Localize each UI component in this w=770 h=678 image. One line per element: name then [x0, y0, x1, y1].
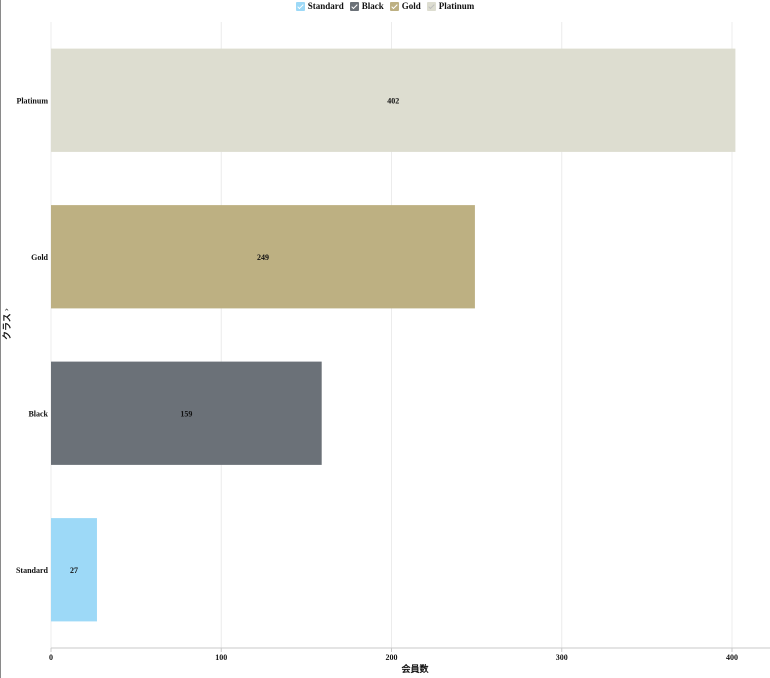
legend-label-standard: Standard	[307, 1, 344, 11]
bar-standard[interactable]	[51, 518, 97, 622]
x-tick-label: 100	[215, 653, 227, 662]
x-axis-title: 会員数	[401, 665, 429, 675]
x-tick-label: 300	[556, 653, 568, 662]
x-tick-label: 400	[726, 653, 738, 662]
x-tick-label: 200	[386, 653, 398, 662]
legend-item-gold[interactable]: Gold	[389, 1, 421, 11]
chart-frame-left-border	[0, 0, 1, 678]
legend-swatch-standard-checkbox-icon[interactable]	[295, 1, 305, 11]
legend-label-black: Black	[361, 1, 384, 11]
data-label: 249	[257, 253, 269, 262]
legend-item-standard[interactable]: Standard	[295, 1, 344, 11]
legend-label-gold: Gold	[401, 1, 421, 11]
legend-swatch-platinum-checkbox-icon[interactable]	[426, 1, 436, 11]
bar-platinum[interactable]	[51, 48, 736, 152]
y-tick-label: Standard	[16, 566, 49, 575]
y-tick-label: Platinum	[16, 96, 48, 105]
x-tick-label: 0	[49, 653, 53, 662]
bar-gold[interactable]	[51, 205, 475, 309]
legend: Standard Black Gold Platinum	[0, 0, 770, 12]
bar-black[interactable]	[51, 361, 322, 465]
legend-item-black[interactable]: Black	[349, 1, 384, 11]
legend-label-platinum: Platinum	[438, 1, 475, 11]
y-tick-label: Black	[28, 409, 48, 418]
y-tick-label: Gold	[31, 253, 48, 262]
data-label: 402	[387, 96, 399, 105]
data-label: 159	[180, 409, 192, 418]
legend-item-platinum[interactable]: Platinum	[426, 1, 475, 11]
legend-swatch-black-checkbox-icon[interactable]	[349, 1, 359, 11]
legend-swatch-gold-checkbox-icon[interactable]	[389, 1, 399, 11]
data-label: 27	[70, 566, 78, 575]
